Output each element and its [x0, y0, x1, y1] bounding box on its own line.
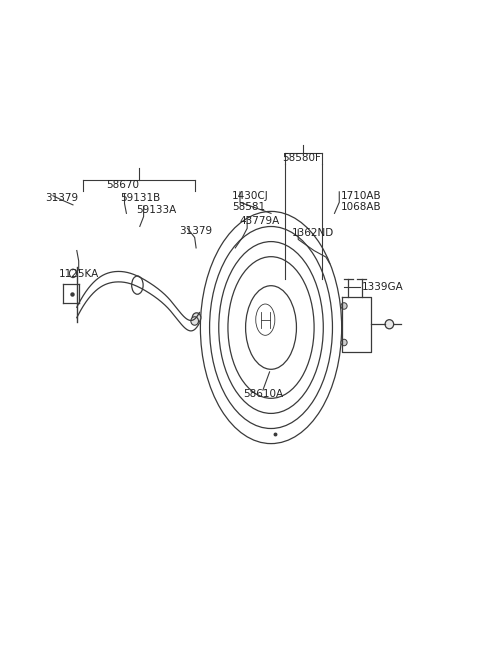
Text: 58670: 58670 [107, 180, 140, 191]
Text: 31379: 31379 [45, 193, 78, 202]
Ellipse shape [191, 317, 199, 326]
Text: 1362ND: 1362ND [291, 228, 334, 238]
Text: 58580F: 58580F [283, 153, 322, 163]
Text: 59131B: 59131B [120, 193, 160, 202]
Ellipse shape [385, 320, 394, 329]
Ellipse shape [192, 313, 201, 323]
Ellipse shape [341, 303, 347, 309]
Text: 1710AB: 1710AB [341, 191, 382, 200]
Text: 31379: 31379 [179, 226, 212, 236]
Text: 1068AB: 1068AB [341, 202, 382, 212]
Text: 58610A: 58610A [243, 389, 283, 399]
Text: 1125KA: 1125KA [59, 269, 99, 279]
Text: 1339GA: 1339GA [362, 282, 404, 292]
Text: 58581: 58581 [232, 202, 265, 212]
Text: 59133A: 59133A [136, 205, 177, 215]
Text: 1430CJ: 1430CJ [232, 191, 269, 200]
Ellipse shape [341, 339, 347, 346]
Text: 43779A: 43779A [239, 215, 279, 225]
